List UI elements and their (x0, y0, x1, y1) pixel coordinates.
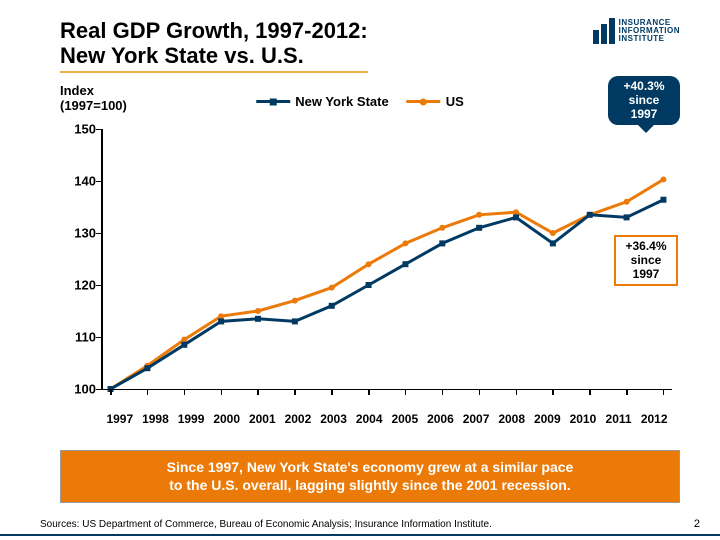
legend-item-ny: New York State (256, 94, 388, 109)
x-tick-label: 2008 (494, 412, 530, 426)
series-marker-ny (476, 225, 482, 231)
series-marker-ny (144, 365, 150, 371)
chart-area: 100110120130140150 199719981999200020012… (60, 123, 675, 426)
series-marker-ny (587, 212, 593, 218)
legend-item-us: US (407, 94, 464, 109)
callout-us-l3: 1997 (631, 107, 658, 121)
banner-line-1: Since 1997, New York State's economy gre… (167, 459, 574, 475)
y-tick-label: 150 (74, 122, 96, 137)
x-tick-label: 2000 (209, 412, 245, 426)
series-marker-us (366, 261, 372, 267)
series-marker-us (255, 308, 261, 314)
series-marker-ny (329, 303, 335, 309)
y-axis-line (101, 129, 103, 389)
y-tick-label: 130 (74, 226, 96, 241)
bottom-rule (0, 534, 720, 536)
slide-root: Real GDP Growth, 1997-2012: New York Sta… (0, 0, 720, 540)
logo-text-3: INSTITUTE (619, 35, 680, 43)
x-tick-label: 2002 (280, 412, 316, 426)
series-marker-ny (513, 214, 519, 220)
series-marker-us (439, 225, 445, 231)
x-tick-label: 2009 (530, 412, 566, 426)
series-marker-us (660, 176, 666, 182)
banner-line-2: to the U.S. overall, lagging slightly si… (169, 477, 570, 493)
chart-svg (102, 129, 672, 389)
series-line-us (111, 179, 664, 389)
chart-plot (102, 129, 672, 389)
y-axis-labels: 100 110 120 130 140 150 (60, 123, 100, 395)
x-tick-label: 2006 (423, 412, 459, 426)
x-axis-line (102, 389, 672, 391)
x-tick-label: 2003 (316, 412, 352, 426)
title-line-2: New York State vs. U.S. (60, 43, 304, 68)
x-tick-label: 1998 (138, 412, 174, 426)
index-label-2: (1997=100) (60, 98, 127, 113)
legend-label-us: US (446, 94, 464, 109)
page-number: 2 (694, 518, 700, 530)
x-tick-label: 2011 (601, 412, 637, 426)
series-marker-us (476, 212, 482, 218)
x-tick-label: 1997 (102, 412, 138, 426)
series-marker-ny (402, 261, 408, 267)
logo-text-block: INSURANCE INFORMATION INSTITUTE (619, 19, 680, 43)
series-marker-us (402, 240, 408, 246)
x-tick-label: 2010 (565, 412, 601, 426)
x-tick-label: 2005 (387, 412, 423, 426)
y-tick-label: 100 (74, 382, 96, 397)
x-tick-label: 2001 (245, 412, 281, 426)
x-tick-label: 2004 (351, 412, 387, 426)
logo-bars-icon (593, 18, 615, 44)
series-marker-ny (624, 214, 630, 220)
title-row: Real GDP Growth, 1997-2012: New York Sta… (60, 18, 680, 73)
callout-us-l1: +40.3% (623, 79, 664, 93)
series-marker-ny (218, 318, 224, 324)
x-tick-label: 2007 (458, 412, 494, 426)
callout-us: +40.3% since 1997 (608, 76, 680, 125)
series-marker-ny (255, 316, 261, 322)
y-tick-label: 140 (74, 174, 96, 189)
legend-swatch-ny (256, 100, 290, 103)
chart-legend: New York State US (256, 94, 464, 109)
title-block: Real GDP Growth, 1997-2012: New York Sta… (60, 18, 368, 73)
x-tick-label: 1999 (173, 412, 209, 426)
legend-swatch-us (407, 100, 441, 103)
series-line-ny (111, 200, 664, 389)
title-line-1: Real GDP Growth, 1997-2012: (60, 18, 368, 43)
y-tick-label: 120 (74, 278, 96, 293)
series-marker-ny (439, 240, 445, 246)
series-marker-us (550, 230, 556, 236)
series-marker-ny (366, 282, 372, 288)
index-label-1: Index (60, 83, 94, 98)
series-marker-us (218, 313, 224, 319)
series-marker-us (513, 209, 519, 215)
callout-us-l2: since (629, 93, 660, 107)
series-marker-ny (660, 197, 666, 203)
x-axis-labels: 1997199819992000200120022003200420052006… (102, 412, 672, 426)
sources-text: Sources: US Department of Commerce, Bure… (40, 519, 492, 530)
series-marker-ny (292, 318, 298, 324)
series-marker-us (329, 285, 335, 291)
slide-title: Real GDP Growth, 1997-2012: New York Sta… (60, 18, 368, 73)
iii-logo: INSURANCE INFORMATION INSTITUTE (593, 18, 680, 44)
summary-banner: Since 1997, New York State's economy gre… (60, 450, 680, 503)
legend-label-ny: New York State (295, 94, 388, 109)
y-tick-label: 110 (75, 330, 96, 345)
series-marker-us (624, 199, 630, 205)
series-marker-ny (550, 240, 556, 246)
x-tick-label: 2012 (636, 412, 672, 426)
series-marker-ny (181, 342, 187, 348)
series-marker-us (292, 298, 298, 304)
